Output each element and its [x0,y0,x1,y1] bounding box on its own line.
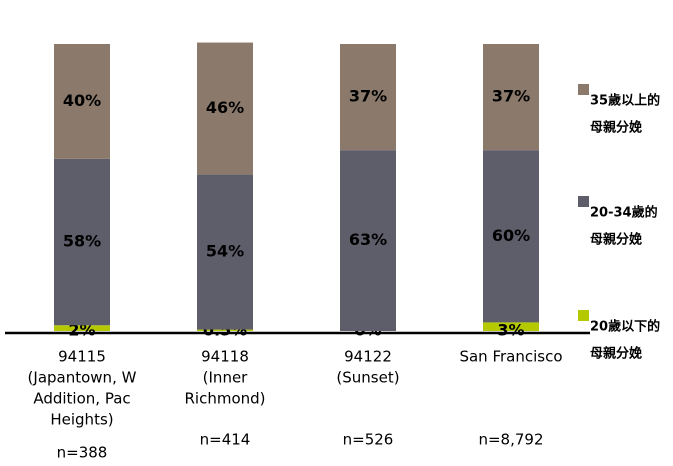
value-label: 60% [492,226,530,245]
bar-segment [54,325,110,331]
sample-size: n=8,792 [478,431,543,449]
legend-swatch [578,84,589,95]
x-tick-label: 94115 [58,348,106,366]
bar-segment [54,158,110,326]
x-tick-label: (Sunset) [336,369,399,387]
x-tick-label: Addition, Pac [33,390,130,408]
value-label: 58% [63,232,101,251]
legend-label: 母親分娩 [590,346,642,362]
sample-size: n=414 [200,431,251,449]
bar-segment [54,44,110,159]
bar-segment [197,42,253,175]
bar-segment [340,44,396,151]
x-tick-label: Richmond) [184,390,265,408]
value-label: 37% [349,87,387,106]
bar-segment [483,150,539,323]
bar-segment [483,322,539,331]
bar-segment [340,150,396,331]
x-tick-label: (Inner [203,369,249,387]
value-label: 54% [206,242,244,261]
legend-swatch [578,310,589,321]
bar-segment [483,44,539,151]
value-label: 46% [206,98,244,117]
x-tick-label: Heights) [50,411,113,429]
bar-segment [197,174,253,330]
sample-size: n=388 [57,444,108,462]
value-label: 37% [492,87,530,106]
legend-label: 母親分娩 [590,120,642,136]
legend-label: 母親分娩 [590,232,642,248]
legend-label: 20歲以下的 [590,319,660,335]
value-label: 63% [349,230,387,249]
legend-swatch [578,196,589,207]
sample-size: n=526 [343,431,394,449]
bar-segment [197,329,253,331]
x-tick-label: 94118 [201,348,249,366]
value-label: 3% [497,321,524,340]
value-label: 40% [63,91,101,110]
x-tick-label: San Francisco [459,348,562,366]
x-tick-label: (Japantown, W [28,369,137,387]
legend-label: 20-34歲的 [590,205,658,221]
legend-label: 35歲以上的 [590,93,660,109]
x-tick-label: 94122 [344,348,392,366]
